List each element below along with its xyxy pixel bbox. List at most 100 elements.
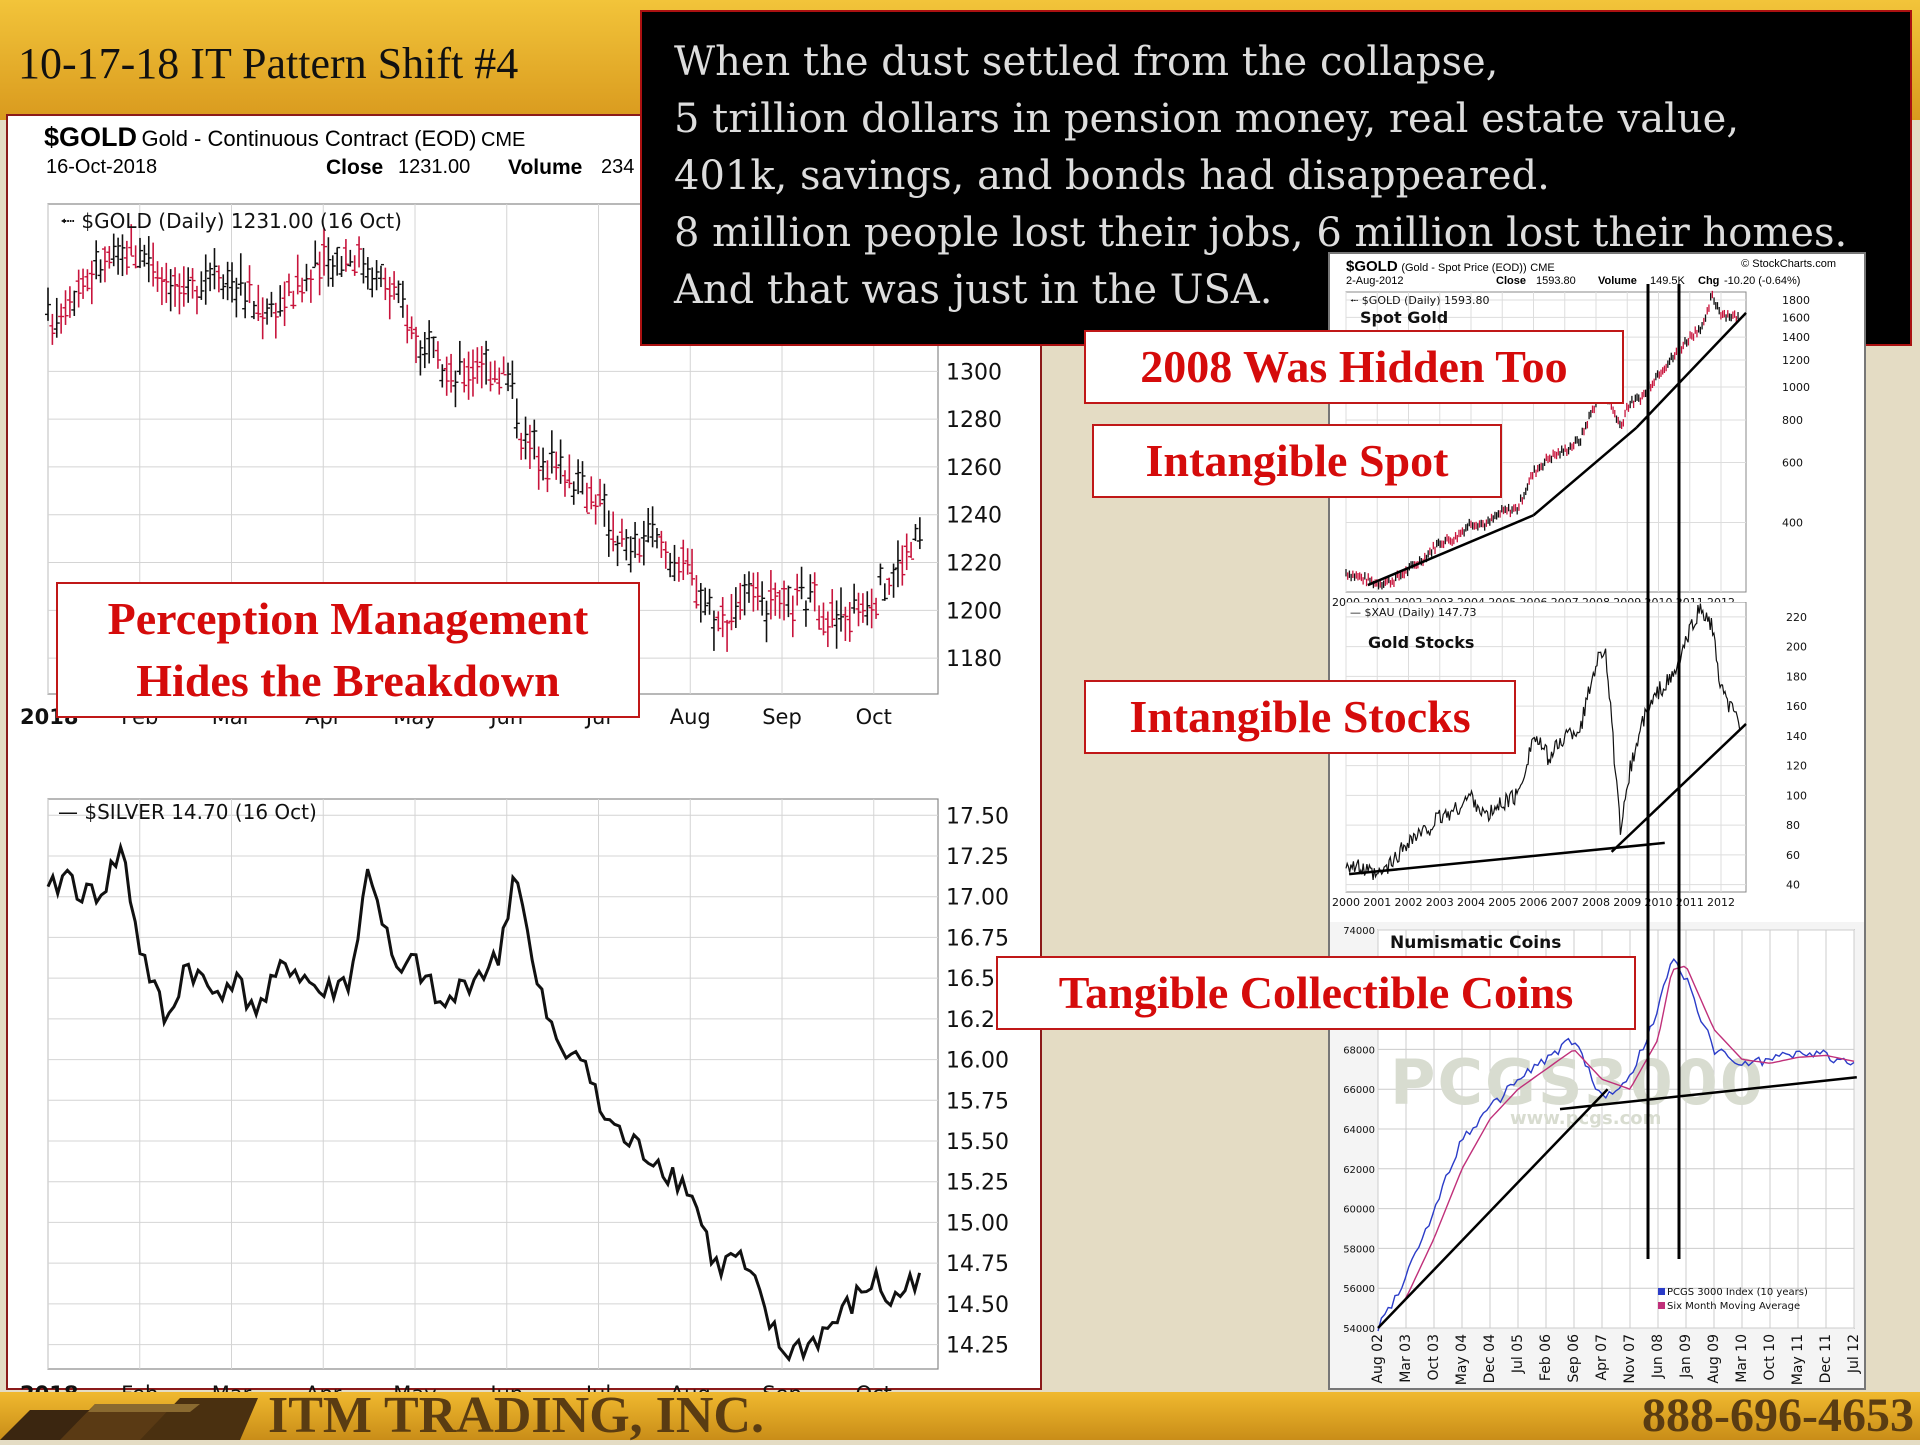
silver-series-line <box>46 841 922 1363</box>
callout-intangible-stocks: Intangible Stocks <box>1084 680 1516 754</box>
x-tick-label: May 11 <box>1790 1334 1806 1385</box>
quote-line: 8 million people lost their jobs, 6 mill… <box>674 210 1848 256</box>
quote-line: When the dust settled from the collapse, <box>674 39 1499 85</box>
callout-intangible-spot: Intangible Spot <box>1092 424 1502 498</box>
x-tick-label: 2010 <box>1645 896 1673 909</box>
legend-swatch-index <box>1658 1288 1665 1295</box>
spot-close-label: Close <box>1496 275 1526 287</box>
gold-legend: ⭪ $GOLD (Daily) 1231.00 (16 Oct) <box>60 209 402 233</box>
y-tick-label: 14.75 <box>946 1252 1009 1277</box>
gold-exchange: CME <box>480 129 526 151</box>
y-tick-label: 1400 <box>1782 331 1810 344</box>
x-tick-label: 2008 <box>1582 896 1610 909</box>
y-tick-label: 74000 <box>1343 926 1375 937</box>
y-tick-label: 1000 <box>1782 381 1810 394</box>
spot-header-line2: 2-Aug-2012 Close 1593.80 Volume 149.5K C… <box>1346 275 1846 287</box>
y-tick-label: 17.00 <box>946 886 1009 911</box>
x-tick-label: 2002 <box>1395 896 1423 909</box>
quote-line: 401k, savings, and bonds had disappeared… <box>674 153 1550 199</box>
x-tick-label: 2001 <box>1363 896 1391 909</box>
quote-line: 5 trillion dollars in pension money, rea… <box>674 96 1740 142</box>
x-tick-label: Jul 12 <box>1846 1334 1862 1374</box>
y-tick-label: 68000 <box>1343 1045 1375 1056</box>
xau-legend: — $XAU (Daily) 147.73 <box>1350 606 1477 619</box>
plot-area <box>47 798 939 1370</box>
x-tick-label: 2007 <box>1551 896 1579 909</box>
x-tick-label: Oct 03 <box>1426 1334 1442 1380</box>
y-tick-label: 64000 <box>1343 1125 1375 1136</box>
y-tick-label: 17.50 <box>946 804 1009 829</box>
y-tick-label: 15.25 <box>946 1171 1009 1196</box>
gold-header: $GOLD Gold - Continuous Contract (EOD) C… <box>44 122 525 153</box>
callout-perception-line1: Perception Management <box>107 593 589 644</box>
spot-chg-value: -10.20 (-0.64%) <box>1724 275 1801 287</box>
y-tick-label: 16.00 <box>946 1049 1009 1074</box>
footer-company: ITM TRADING, INC. <box>268 1387 764 1444</box>
trendline <box>1635 312 1747 429</box>
x-tick-label: Jan 09 <box>1678 1334 1694 1379</box>
y-tick-label: 140 <box>1786 730 1807 743</box>
x-tick-label: Aug 09 <box>1706 1334 1722 1384</box>
x-tick-label: May 04 <box>1454 1334 1470 1385</box>
x-tick-label: Dec 04 <box>1482 1334 1498 1383</box>
gold-bars-logo <box>0 1398 258 1440</box>
y-tick-label: 1300 <box>946 360 1002 385</box>
gold-name: Gold - Continuous Contract (EOD) <box>141 126 477 151</box>
y-tick-label: 120 <box>1786 760 1807 773</box>
callout-perception-line2: Hides the Breakdown <box>136 655 560 706</box>
y-tick-label: 1220 <box>946 552 1002 577</box>
trendline <box>1367 514 1534 587</box>
legend-label-ma: Six Month Moving Average <box>1667 1301 1800 1312</box>
gold-close-value: 1231.00 <box>398 156 471 178</box>
x-tick-label: 2000 <box>1332 896 1360 909</box>
x-tick-label: Oct <box>856 705 892 729</box>
spot-volume-value: 149.5K <box>1650 275 1685 287</box>
x-tick-label: 2009 <box>1613 896 1641 909</box>
trendline <box>1349 841 1665 876</box>
x-tick-label: 2003 <box>1426 896 1454 909</box>
y-tick-label: 800 <box>1782 414 1803 427</box>
gold-date: 16-Oct-2018 <box>46 156 158 178</box>
slide-title: 10-17-18 IT Pattern Shift #4 <box>18 39 519 88</box>
legend-label-index: PCGS 3000 Index (10 years) <box>1667 1287 1808 1298</box>
silver-chart: 14.25 14.50 14.75 15.00 15.25 15.50 15.75 16.00… <box>20 798 1009 1406</box>
y-tick-label: 1180 <box>946 647 1002 672</box>
spot-legend: ⭪ $GOLD (Daily) 1593.80 <box>1350 294 1489 307</box>
x-tick-label: Aug 02 <box>1370 1334 1386 1384</box>
x-tick-label: 2012 <box>1707 896 1735 909</box>
x-tick-label: Apr 07 <box>1594 1334 1610 1380</box>
gold-volume-label: Volume <box>508 156 583 179</box>
y-tick-label: 54000 <box>1343 1324 1375 1335</box>
y-tick-label: 15.00 <box>946 1211 1009 1236</box>
quote-line: And that was just in the USA. <box>674 267 1273 313</box>
x-tick-label: Mar 10 <box>1734 1334 1750 1383</box>
moving-average-line <box>1377 965 1855 1329</box>
y-tick-label: 16.75 <box>946 926 1009 951</box>
x-tick-label: 2004 <box>1457 896 1485 909</box>
coin-watermark-url: www.pcgs.com <box>1510 1108 1661 1129</box>
x-tick-label: Oct 10 <box>1762 1334 1778 1380</box>
silver-legend: — $SILVER 14.70 (16 Oct) <box>58 800 317 824</box>
spot-volume-label: Volume <box>1598 275 1637 287</box>
y-tick-label: 80 <box>1786 819 1800 832</box>
y-tick-label: 66000 <box>1343 1085 1375 1096</box>
callout-perception: Perception Management Hides the Breakdow… <box>56 582 640 718</box>
x-tick-label: 2005 <box>1488 896 1516 909</box>
x-tick-label: Mar 03 <box>1398 1334 1414 1383</box>
x-tick-label: Dec 11 <box>1818 1334 1834 1383</box>
y-tick-label: 200 <box>1786 641 1807 654</box>
gold-close-label: Close <box>326 156 384 179</box>
coin-panel-label: Numismatic Coins <box>1390 933 1561 953</box>
y-tick-label: 56000 <box>1343 1284 1375 1295</box>
x-tick-label: Jul 05 <box>1510 1334 1526 1374</box>
y-tick-label: 1280 <box>946 408 1002 433</box>
y-tick-label: 1200 <box>1782 354 1810 367</box>
y-tick-label: 220 <box>1786 611 1807 624</box>
xau-series-line <box>1345 603 1741 880</box>
legend-swatch-ma <box>1658 1302 1665 1309</box>
x-tick-label: 2006 <box>1520 896 1548 909</box>
x-tick-label: Jun 08 <box>1650 1334 1666 1379</box>
x-tick-label: Aug <box>670 705 711 729</box>
spot-exchange: CME <box>1530 262 1555 274</box>
x-tick-label: Feb 06 <box>1538 1334 1554 1381</box>
